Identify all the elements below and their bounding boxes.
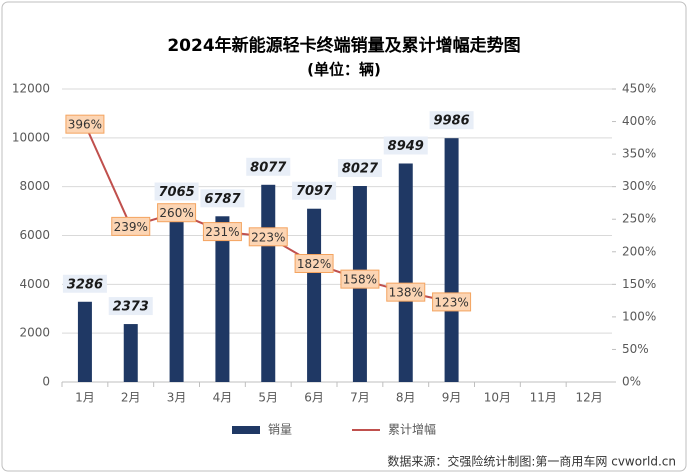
line-label-box <box>294 253 334 273</box>
bar <box>444 138 459 382</box>
bar-value-label: 8949 <box>388 139 424 154</box>
bar <box>77 301 92 382</box>
y-tick-label: 10000 <box>12 130 50 144</box>
x-tick-label: 3月 <box>167 391 187 405</box>
x-tick-label: 12月 <box>575 391 602 405</box>
legend-label: 累计增幅 <box>388 422 436 437</box>
bar-label-box <box>246 157 291 176</box>
bar-label-box <box>383 136 428 155</box>
bar-label-box <box>108 297 153 316</box>
line-label-box <box>202 222 242 242</box>
legend-label: 销量 <box>268 423 292 437</box>
y2-tick-label: 150% <box>622 277 656 291</box>
bar-label-box <box>337 159 382 178</box>
bar-value-label: 8027 <box>342 162 379 177</box>
line-label-box <box>111 216 151 236</box>
y-tick-label: 8000 <box>19 179 50 193</box>
x-tick-label: 10月 <box>484 391 511 405</box>
line-value-label: 182% <box>297 257 331 271</box>
line-value-label: 231% <box>205 225 239 239</box>
y2-tick-label: 50% <box>622 342 649 356</box>
y2-tick-label: 200% <box>622 244 656 258</box>
line-value-label: 138% <box>389 286 423 300</box>
chart-title: 2024年新能源轻卡终端销量及累计增幅走势图 <box>167 35 520 56</box>
bar-value-label: 9986 <box>433 114 469 129</box>
bar <box>398 163 413 382</box>
y2-tick-label: 100% <box>622 309 656 323</box>
y-tick-label: 4000 <box>19 277 50 291</box>
line-value-label: 260% <box>159 206 193 220</box>
line-label-box <box>386 282 426 302</box>
bar <box>123 324 138 382</box>
bar-label-box <box>154 182 199 201</box>
line-value-label: 123% <box>434 295 468 309</box>
y2-tick-label: 250% <box>622 212 656 226</box>
x-tick-label: 6月 <box>304 391 324 405</box>
bar-value-label: 2373 <box>113 300 149 315</box>
bar <box>215 216 230 382</box>
bar-value-label: 8077 <box>250 160 287 175</box>
x-tick-label: 5月 <box>258 391 278 405</box>
legend-swatch <box>232 426 260 434</box>
bar-label-box <box>292 181 337 200</box>
y-tick-label: 6000 <box>19 228 50 242</box>
x-tick-label: 11月 <box>530 391 557 405</box>
bar-label-box <box>62 274 107 293</box>
bar-value-label: 6787 <box>204 192 241 207</box>
y2-tick-label: 0% <box>622 375 641 389</box>
y2-tick-label: 300% <box>622 179 656 193</box>
y2-tick-label: 350% <box>622 147 656 161</box>
bar-value-label: 7097 <box>296 184 333 199</box>
x-tick-label: 9月 <box>442 391 462 405</box>
bar <box>169 209 184 382</box>
line-label-box <box>65 114 105 134</box>
line-label-box <box>157 203 197 223</box>
x-tick-label: 2月 <box>121 391 141 405</box>
bar-value-label: 3286 <box>67 277 103 292</box>
y2-tick-label: 450% <box>622 82 656 96</box>
bar <box>261 184 276 382</box>
source-note: 数据来源：交强险统计制图:第一商用车网 cvworld.cn <box>387 454 676 469</box>
line-label-box <box>340 269 380 289</box>
line-value-label: 396% <box>68 118 102 132</box>
line-value-label: 158% <box>343 273 377 287</box>
bar-label-box <box>200 189 245 208</box>
y-tick-label: 2000 <box>19 326 50 340</box>
x-tick-label: 7月 <box>350 391 370 405</box>
line-label-box <box>248 227 288 247</box>
line-value-label: 223% <box>251 230 285 244</box>
y-tick-label: 12000 <box>12 82 50 96</box>
bar-value-label: 7065 <box>158 185 194 200</box>
x-tick-label: 8月 <box>396 391 416 405</box>
y-tick-label: 0 <box>42 375 50 389</box>
x-tick-label: 4月 <box>213 391 233 405</box>
x-tick-label: 1月 <box>75 391 95 405</box>
line-label-box <box>432 292 472 312</box>
line-value-label: 239% <box>114 220 148 234</box>
y2-tick-label: 400% <box>622 114 656 128</box>
bar <box>307 208 322 382</box>
bar-label-box <box>429 111 474 130</box>
chart-subtitle: (单位：辆) <box>307 61 381 79</box>
